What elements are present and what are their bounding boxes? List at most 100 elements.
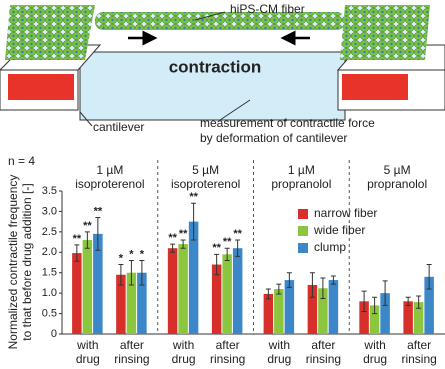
bar [82, 240, 93, 334]
error-bar [276, 283, 282, 295]
y-tick-label: 3.0 [42, 205, 57, 217]
group-drug: propranolol [271, 177, 331, 191]
significance: ** [168, 232, 177, 244]
bar [188, 221, 199, 334]
y-tick-label: 0 [51, 328, 57, 340]
x-tick-label: drug [76, 352, 100, 366]
contraction-label: contraction [169, 57, 262, 76]
x-tick-label: after [311, 338, 335, 352]
group-dose: 1 µM [288, 163, 315, 177]
y-tick-label: 2.5 [42, 226, 57, 238]
error-bar [426, 264, 432, 290]
group-drug: isoproterenol [75, 177, 144, 191]
significance: * [140, 248, 145, 260]
significance: * [119, 252, 124, 264]
x-tick-label: with [172, 338, 194, 352]
right-cells [340, 5, 430, 60]
y-axis-label: Normalized contractile frequency [6, 175, 20, 350]
x-tick-label: with [363, 338, 385, 352]
x-tick-label: after [216, 338, 240, 352]
bar [232, 248, 243, 334]
annotation: n = 4 [8, 154, 35, 168]
measurement-label: measurement of contractile force [200, 116, 375, 130]
pointer [79, 111, 93, 127]
bar [369, 305, 380, 334]
right-red [342, 74, 408, 100]
error-bar [235, 239, 241, 257]
bar [137, 272, 147, 334]
bar [284, 280, 295, 334]
error-bar [191, 202, 197, 241]
fiber [95, 12, 345, 30]
error-bar [286, 272, 292, 288]
y-tick-label: 2.0 [42, 246, 57, 258]
x-tick-label: rinsing [401, 352, 436, 366]
significance: ** [179, 228, 188, 240]
x-tick-label: rinsing [306, 352, 341, 366]
pointer [219, 99, 251, 121]
significance: ** [73, 233, 82, 245]
error-bar [118, 264, 124, 286]
error-bar [382, 280, 388, 306]
error-bar [84, 231, 90, 249]
error-bar [74, 244, 80, 262]
legend-label: narrow fiber [314, 206, 377, 220]
bar [413, 302, 424, 334]
error-bar [320, 277, 326, 299]
x-tick-label: drug [172, 352, 196, 366]
error-bar [416, 295, 422, 309]
bar [116, 274, 126, 334]
y-tick-label: 1.5 [42, 267, 57, 279]
y-tick-label: 3.5 [42, 185, 57, 197]
bar [424, 276, 434, 334]
error-bar [405, 296, 411, 306]
group-dose: 5 µM [384, 163, 411, 177]
group-drug: propranolol [367, 177, 427, 191]
bar [318, 288, 328, 334]
legend-swatch [298, 209, 308, 219]
legend-swatch [298, 243, 308, 253]
legend-swatch [298, 226, 308, 236]
left-red [8, 74, 74, 100]
bar [222, 254, 232, 334]
cantilever-label: cantilever [93, 120, 144, 134]
cantilever-plate [79, 51, 346, 121]
x-tick-label: rinsing [210, 352, 245, 366]
error-bar [361, 290, 367, 313]
bar [359, 301, 369, 334]
x-tick-label: drug [267, 352, 291, 366]
x-tick-label: with [76, 338, 98, 352]
y-axis-label: to that before drug addition [-] [20, 183, 34, 340]
bar [167, 248, 178, 334]
fiber-label: hiPS-CM fiber [230, 2, 305, 16]
bar [126, 272, 137, 334]
error-bar [372, 296, 378, 315]
significance: * [129, 248, 134, 260]
x-tick-label: with [268, 338, 290, 352]
bar [403, 301, 413, 334]
error-bar [95, 217, 101, 251]
group-drug: isoproterenol [171, 177, 240, 191]
left-cells [5, 5, 95, 60]
error-bar [224, 247, 230, 261]
significance: ** [212, 242, 221, 254]
error-bar [265, 288, 271, 300]
group-dose: 5 µM [192, 163, 219, 177]
x-tick-label: rinsing [114, 352, 149, 366]
bar [328, 280, 339, 334]
error-bar [330, 275, 336, 285]
y-tick-label: 0.5 [42, 307, 57, 319]
measurement-label: by deformation of cantilever [200, 131, 347, 145]
bar [72, 253, 82, 334]
y-tick-label: 1.0 [42, 287, 57, 299]
error-bar [214, 253, 220, 276]
bar [178, 244, 188, 334]
error-bar [139, 259, 145, 286]
diagram: hiPS-CM fiber contraction cantilever mea… [0, 2, 445, 145]
x-tick-label: drug [363, 352, 387, 366]
significance: ** [189, 191, 198, 203]
bar [93, 233, 103, 334]
bar [211, 264, 222, 334]
error-bar [128, 259, 134, 286]
